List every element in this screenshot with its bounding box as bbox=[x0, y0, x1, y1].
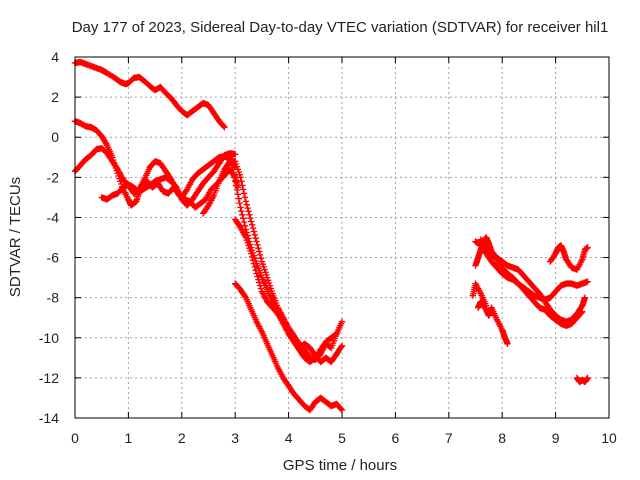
data-point-markers bbox=[232, 216, 340, 365]
y-tick-label: -6 bbox=[47, 250, 60, 266]
y-tick-label: -10 bbox=[39, 330, 59, 346]
series-arc-14 bbox=[547, 242, 591, 273]
y-tick-label: 4 bbox=[51, 49, 59, 65]
data-point-markers bbox=[472, 238, 591, 303]
x-tick-label: 3 bbox=[231, 430, 239, 446]
data-point-markers bbox=[200, 158, 346, 363]
data-point-markers bbox=[475, 298, 511, 347]
y-tick-label: -8 bbox=[47, 290, 60, 306]
y-tick-label: -4 bbox=[47, 209, 60, 225]
x-tick-label: 4 bbox=[285, 430, 293, 446]
data-point-markers bbox=[71, 58, 228, 131]
data-point-markers bbox=[98, 150, 239, 209]
chart-title: Day 177 of 2023, Sidereal Day-to-day VTE… bbox=[72, 19, 609, 36]
y-tick-label: -14 bbox=[39, 410, 59, 426]
data-marks bbox=[71, 58, 591, 414]
series-arc-15 bbox=[573, 374, 591, 386]
series-arc-8 bbox=[232, 280, 346, 414]
x-tick-label: 9 bbox=[552, 430, 560, 446]
data-point-markers bbox=[573, 374, 591, 386]
x-tick-label: 0 bbox=[71, 430, 79, 446]
x-tick-label: 10 bbox=[601, 430, 617, 446]
series-arc-7 bbox=[232, 216, 340, 365]
axis-ticks: 0 1 2 3 4 5 6 7 8 9 10 -14 -12 -10 -8 -6 -4 -2 0 2 4 bbox=[39, 49, 617, 446]
x-tick-label: 8 bbox=[498, 430, 506, 446]
x-tick-label: 6 bbox=[392, 430, 400, 446]
series-arc-11 bbox=[472, 238, 591, 303]
y-tick-label: -12 bbox=[39, 370, 59, 386]
y-axis-label: SDTVAR / TECUs bbox=[7, 177, 24, 297]
y-tick-label: 2 bbox=[51, 89, 59, 105]
y-tick-label: 0 bbox=[51, 129, 59, 145]
series-arc-13 bbox=[469, 280, 490, 309]
data-point-markers bbox=[232, 280, 346, 414]
data-point-markers bbox=[547, 242, 591, 273]
x-tick-label: 2 bbox=[178, 430, 186, 446]
grid bbox=[75, 57, 609, 418]
y-tick-label: -2 bbox=[47, 169, 60, 185]
x-axis-label: GPS time / hours bbox=[283, 457, 397, 474]
data-point-markers bbox=[469, 280, 490, 309]
x-tick-label: 1 bbox=[125, 430, 133, 446]
x-tick-label: 7 bbox=[445, 430, 453, 446]
series-arc-12 bbox=[475, 298, 511, 347]
x-tick-label: 5 bbox=[338, 430, 346, 446]
series-arc-1 bbox=[71, 58, 228, 131]
series-arc-5 bbox=[200, 158, 346, 363]
series-arc-4 bbox=[98, 150, 239, 209]
